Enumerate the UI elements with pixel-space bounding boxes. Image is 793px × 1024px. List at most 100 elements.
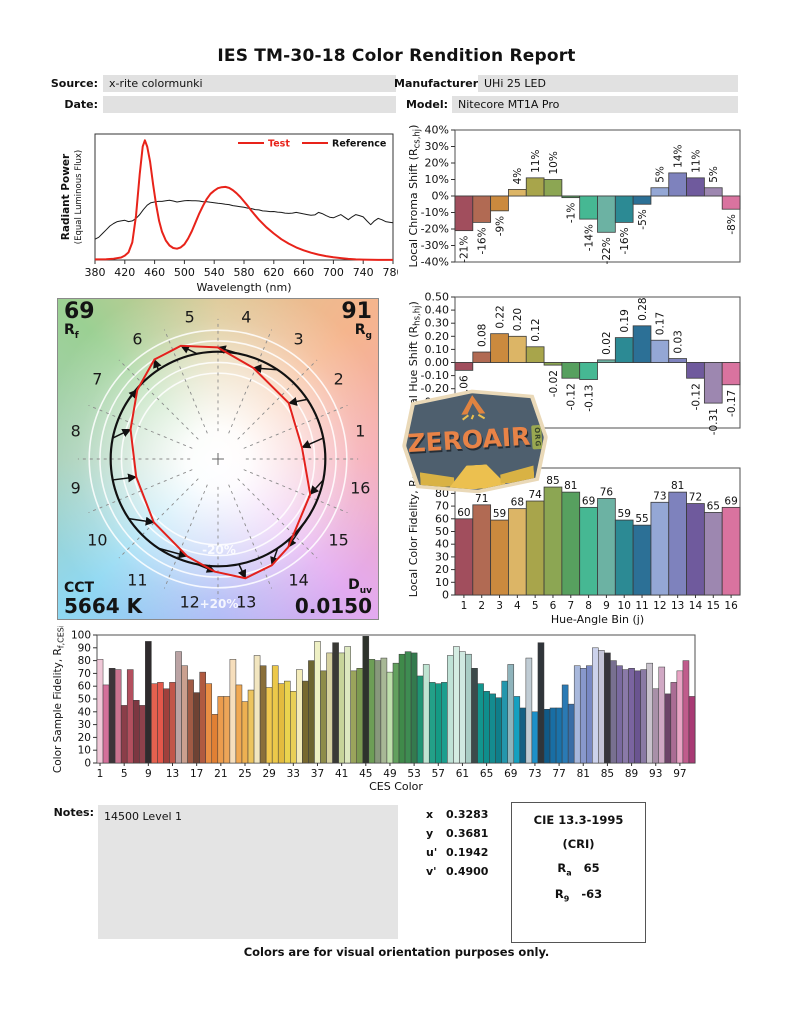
bar — [368, 659, 376, 764]
bin-label: 10 — [87, 531, 107, 550]
x-axis-label: Wavelength (nm) — [196, 281, 291, 294]
bar — [205, 683, 213, 764]
shift-arrow — [180, 345, 198, 355]
svg-text:15: 15 — [707, 600, 720, 612]
chromaticity-v: v' 0.4900 — [426, 865, 489, 878]
svg-text:-16%: -16% — [477, 227, 489, 254]
svg-text:25: 25 — [238, 768, 251, 780]
svg-text:380: 380 — [85, 266, 106, 279]
series-test — [94, 139, 393, 261]
bar — [650, 501, 670, 596]
outer-ring-label: +20% — [199, 597, 239, 611]
bar — [579, 362, 598, 380]
cri-title: CIE 13.3-1995 — [533, 813, 624, 827]
bar — [537, 642, 545, 764]
svg-text:-0.12: -0.12 — [566, 383, 578, 410]
bin-label: 16 — [350, 478, 370, 497]
chromaticity-u: u' 0.1942 — [426, 846, 489, 859]
shift-arrow — [287, 518, 308, 548]
svg-text:73: 73 — [528, 768, 541, 780]
svg-text:68: 68 — [511, 497, 524, 509]
svg-text:41: 41 — [335, 768, 348, 780]
svg-text:14: 14 — [689, 600, 703, 612]
bar — [650, 187, 670, 197]
svg-text:0.10: 0.10 — [425, 343, 450, 356]
bin-label: 4 — [241, 308, 251, 327]
bar — [646, 662, 653, 764]
bar — [175, 651, 182, 764]
svg-text:0.19: 0.19 — [619, 309, 631, 332]
bar — [477, 683, 484, 764]
bar — [284, 680, 291, 764]
bar — [508, 335, 527, 363]
rf-score: 69 Rf — [64, 300, 95, 342]
svg-text:-1%: -1% — [566, 203, 578, 223]
bar — [721, 506, 741, 596]
bar — [314, 641, 321, 764]
svg-text:50: 50 — [78, 694, 91, 706]
color-vector-graphic: 1 2 3 4 5 6 7 8 9 10 11 12 13 14 15 16 69 Rf 91 Rg CCT … — [57, 298, 379, 620]
rf-symbol: Rf — [64, 322, 79, 342]
chromaticity-y: y 0.3681 — [426, 827, 489, 840]
shift-arrow — [237, 563, 247, 579]
bar — [507, 664, 515, 764]
bar — [332, 642, 339, 764]
svg-text:10: 10 — [618, 600, 631, 612]
bar — [501, 680, 508, 764]
svg-text:53: 53 — [407, 768, 420, 780]
bar — [519, 707, 527, 764]
cct-value: 5664 K — [64, 593, 143, 618]
shift-arrow — [270, 548, 279, 566]
bar — [490, 195, 509, 212]
svg-text:17: 17 — [190, 768, 203, 780]
model-label: Model: — [405, 98, 448, 111]
bar — [658, 666, 666, 764]
bar — [579, 506, 598, 596]
svg-text:660: 660 — [293, 266, 314, 279]
svg-text:100: 100 — [71, 630, 91, 642]
bar — [703, 362, 723, 404]
date-label: Date: — [64, 98, 98, 111]
svg-text:13: 13 — [671, 600, 684, 612]
bar — [259, 665, 267, 764]
svg-text:21: 21 — [214, 768, 227, 780]
svg-text:620: 620 — [263, 266, 284, 279]
svg-text:40%: 40% — [425, 124, 449, 137]
bar — [525, 500, 545, 596]
bar — [676, 670, 684, 764]
bin-label: 7 — [92, 369, 102, 388]
bar — [338, 652, 345, 764]
bin-label: 3 — [294, 329, 304, 348]
svg-text:-22%: -22% — [601, 237, 613, 264]
bin-label: 11 — [127, 571, 147, 590]
svg-text:-21%: -21% — [459, 236, 471, 263]
bar — [410, 652, 418, 764]
bar — [472, 351, 492, 363]
bar — [525, 177, 545, 197]
bar — [634, 670, 641, 764]
zeroair-watermark: ZEROAIR ORG — [399, 381, 552, 503]
plot-frame — [94, 133, 394, 261]
bar — [614, 195, 634, 223]
bar — [326, 652, 333, 764]
svg-text:93: 93 — [649, 768, 662, 780]
cri-r9-row: R9 -63 — [554, 887, 603, 904]
bar — [592, 647, 599, 764]
bar — [561, 362, 581, 379]
bar — [508, 189, 527, 197]
svg-text:-10%: -10% — [421, 206, 449, 219]
bar — [320, 670, 327, 764]
rg-symbol: Rg — [354, 322, 372, 342]
bar — [308, 660, 315, 764]
svg-text:13: 13 — [166, 768, 179, 780]
bar — [531, 711, 539, 764]
svg-text:71: 71 — [475, 493, 488, 505]
bar — [668, 491, 687, 596]
bin-label: 2 — [334, 369, 344, 388]
bar — [682, 660, 690, 764]
bar — [223, 696, 231, 764]
cri-ra-row: Ra 65 — [557, 861, 600, 878]
shift-arrow — [301, 437, 324, 449]
bin-label: 13 — [236, 592, 256, 611]
bar — [555, 707, 563, 764]
